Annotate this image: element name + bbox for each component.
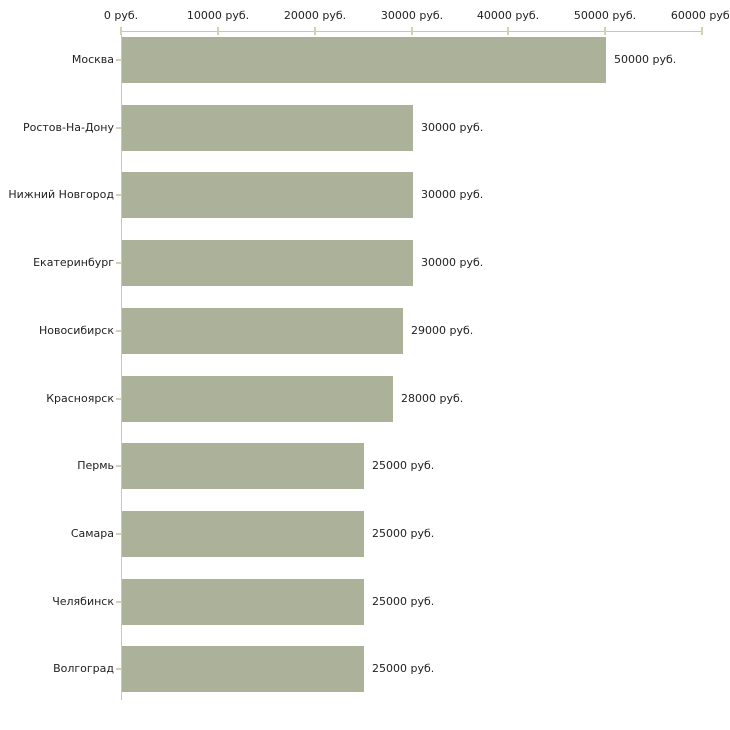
category-label: Новосибирск — [38, 323, 114, 337]
bar — [122, 307, 403, 354]
value-label: 25000 руб. — [372, 459, 435, 473]
x-axis-tick — [314, 27, 316, 35]
bar — [122, 578, 364, 625]
bar — [122, 646, 364, 693]
category-label: Москва — [71, 53, 114, 66]
x-axis-tick-label: 50000 руб. — [573, 9, 637, 22]
category-label: Ростов-На-Дону — [22, 120, 114, 134]
x-axis-tick — [217, 27, 219, 35]
category-tick — [116, 262, 121, 265]
value-label: 29000 руб. — [411, 323, 474, 337]
value-label: 50000 руб. — [614, 53, 677, 66]
x-axis-tick-label: 40000 руб. — [476, 9, 540, 22]
category-tick — [116, 126, 121, 129]
category-tick — [116, 329, 121, 332]
category-tick — [116, 397, 121, 400]
category-label: Нижний Новгород — [8, 188, 114, 202]
value-label: 25000 руб. — [372, 594, 435, 608]
category-tick — [116, 59, 121, 61]
category-tick — [116, 465, 121, 468]
bar — [122, 510, 364, 557]
bar — [122, 104, 413, 151]
value-label: 30000 руб. — [421, 188, 484, 202]
category-label: Челябинск — [52, 594, 114, 608]
x-axis-tick-label: 0 руб. — [103, 9, 139, 22]
x-axis-tick-label: 10000 руб. — [186, 9, 250, 22]
value-label: 30000 руб. — [421, 256, 484, 270]
bar — [122, 375, 393, 422]
y-axis-line — [121, 31, 122, 700]
bar — [122, 37, 606, 83]
x-axis-tick-label: 60000 руб. — [670, 9, 730, 22]
value-label: 28000 руб. — [401, 391, 464, 405]
value-label: 30000 руб. — [421, 120, 484, 134]
bar — [122, 240, 413, 287]
x-axis-tick — [411, 27, 413, 35]
value-label: 25000 руб. — [372, 526, 435, 540]
x-axis-tick — [507, 27, 509, 35]
x-axis-tick-label: 30000 руб. — [380, 9, 444, 22]
x-axis-tick — [604, 27, 606, 35]
category-label: Волгоград — [53, 662, 114, 676]
category-tick — [116, 194, 121, 197]
category-tick — [116, 668, 121, 671]
x-axis-tick — [701, 27, 703, 35]
value-label: 25000 руб. — [372, 662, 435, 676]
bar — [122, 443, 364, 490]
x-axis-tick — [120, 27, 122, 35]
x-axis-tick-label: 20000 руб. — [283, 9, 347, 22]
category-label: Пермь — [77, 459, 114, 473]
category-tick — [116, 532, 121, 535]
bar — [122, 172, 413, 219]
category-tick — [116, 600, 121, 603]
category-label: Самара — [70, 526, 114, 540]
category-label: Красноярск — [46, 391, 114, 405]
category-label: Екатеринбург — [33, 256, 114, 270]
